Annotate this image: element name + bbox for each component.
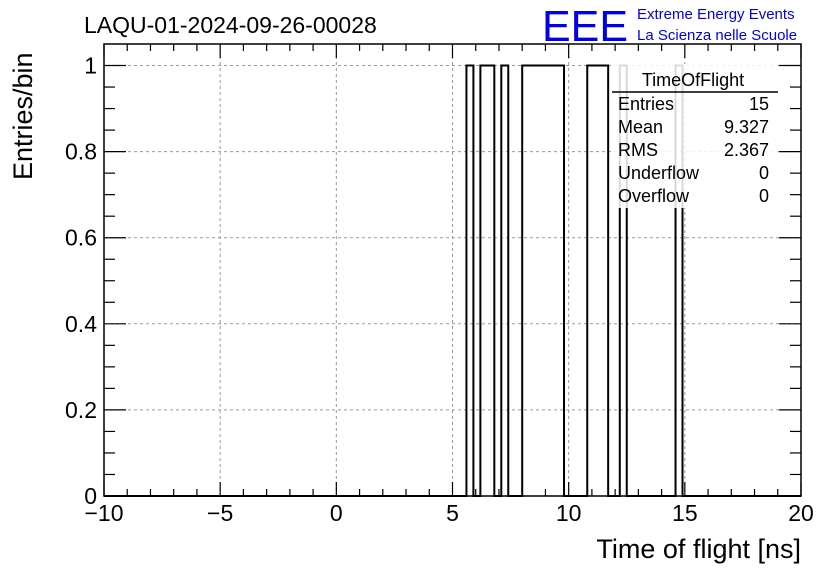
x-tick-label: 5 bbox=[446, 500, 459, 526]
grid-layer bbox=[104, 44, 801, 496]
stats-row-label: RMS bbox=[618, 140, 658, 160]
y-tick-label: 0 bbox=[84, 483, 97, 509]
x-tick-label: 15 bbox=[672, 500, 698, 526]
y-tick-label: 0.6 bbox=[65, 225, 97, 251]
stats-row-label: Underflow bbox=[618, 163, 700, 183]
x-axis-label: Time of flight [ns] bbox=[596, 534, 801, 564]
stats-row-value: 2.367 bbox=[724, 140, 769, 160]
x-tick-label: 10 bbox=[556, 500, 582, 526]
stats-row-label: Entries bbox=[618, 94, 674, 114]
histogram-bin bbox=[587, 66, 608, 496]
logo-line-2: La Scienza nelle Scuole bbox=[637, 27, 797, 44]
stats-row-value: 9.327 bbox=[724, 117, 769, 137]
y-axis-label: Entries/bin bbox=[8, 52, 38, 180]
histogram-bin bbox=[501, 66, 508, 496]
y-tick-label: 1 bbox=[84, 53, 97, 79]
y-tick-label: 0.4 bbox=[65, 311, 97, 337]
x-tick-label: 0 bbox=[330, 500, 343, 526]
stats-box-title: TimeOfFlight bbox=[642, 70, 744, 90]
x-tick-label: −5 bbox=[207, 500, 233, 526]
logo-line-1: Extreme Energy Events bbox=[637, 6, 795, 23]
stats-row-value: 0 bbox=[759, 186, 769, 206]
stats-box: TimeOfFlight Entries 15 Mean 9.327 RMS 2.367 U… bbox=[612, 64, 778, 208]
y-tick-label: 0.2 bbox=[65, 397, 97, 423]
stats-row-label: Mean bbox=[618, 117, 663, 137]
y-tick-label: 0.8 bbox=[65, 139, 97, 165]
stats-row-label: Overflow bbox=[618, 186, 690, 206]
axis-layer bbox=[103, 43, 802, 497]
x-tick-label: 20 bbox=[788, 500, 814, 526]
run-title: LAQU-01-2024-09-26-00028 bbox=[84, 12, 377, 38]
eee-logo-icon: EEE bbox=[542, 2, 628, 51]
stats-box-background bbox=[612, 64, 778, 208]
tick-label-layer: −10 −5 0 5 10 15 20 0 0.2 0.4 0.6 0.8 1 bbox=[65, 53, 814, 526]
histogram-bin bbox=[480, 66, 494, 496]
x-tick-label: −10 bbox=[84, 500, 123, 526]
stats-row-value: 15 bbox=[749, 94, 769, 114]
histogram-bin bbox=[522, 66, 564, 496]
histogram-bin bbox=[466, 66, 473, 496]
stats-row-value: 0 bbox=[759, 163, 769, 183]
